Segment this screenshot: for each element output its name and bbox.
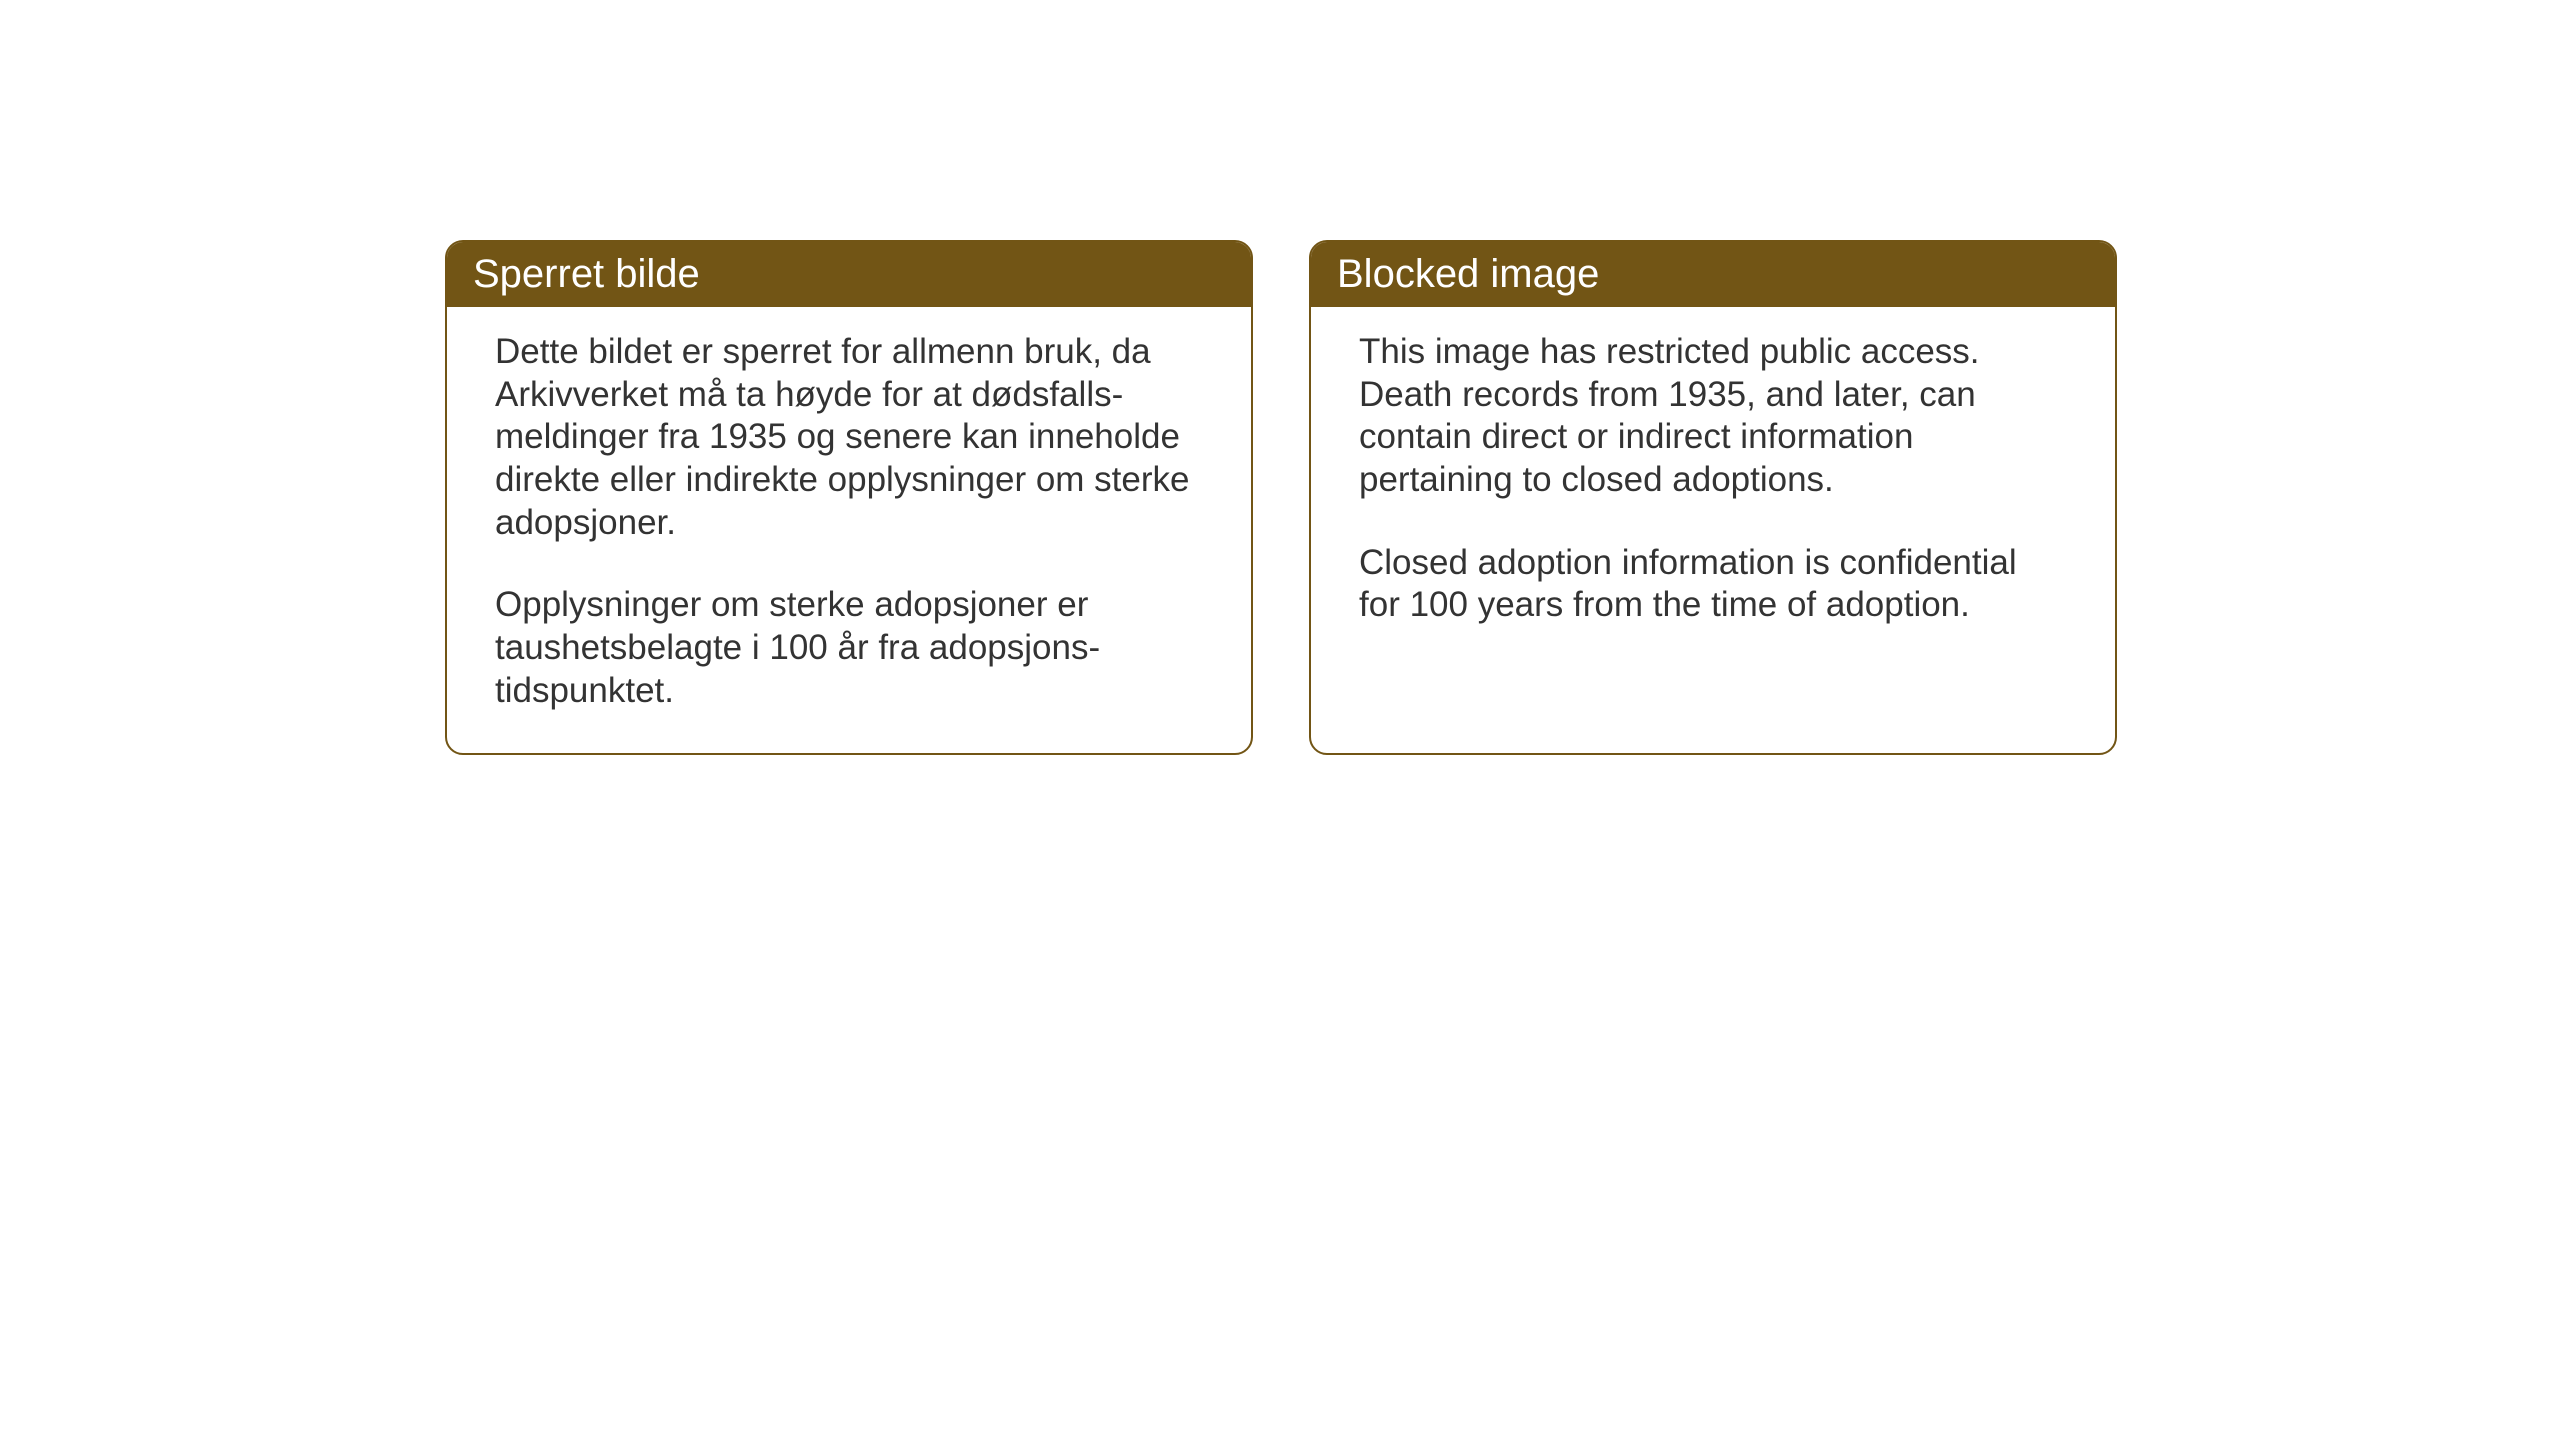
notice-card-norwegian: Sperret bilde Dette bildet er sperret fo… <box>445 240 1253 755</box>
card-title-english: Blocked image <box>1337 252 1599 296</box>
card-title-norwegian: Sperret bilde <box>473 252 700 296</box>
card-body-english: This image has restricted public access.… <box>1311 307 2115 667</box>
card-paragraph-1-english: This image has restricted public access.… <box>1359 331 2067 502</box>
notice-card-english: Blocked image This image has restricted … <box>1309 240 2117 755</box>
card-header-english: Blocked image <box>1311 242 2115 307</box>
card-body-norwegian: Dette bildet er sperret for allmenn bruk… <box>447 307 1251 753</box>
card-paragraph-2-norwegian: Opplysninger om sterke adopsjoner er tau… <box>495 584 1203 712</box>
notice-container: Sperret bilde Dette bildet er sperret fo… <box>0 0 2560 755</box>
card-paragraph-2-english: Closed adoption information is confident… <box>1359 542 2067 627</box>
card-header-norwegian: Sperret bilde <box>447 242 1251 307</box>
card-paragraph-1-norwegian: Dette bildet er sperret for allmenn bruk… <box>495 331 1203 544</box>
